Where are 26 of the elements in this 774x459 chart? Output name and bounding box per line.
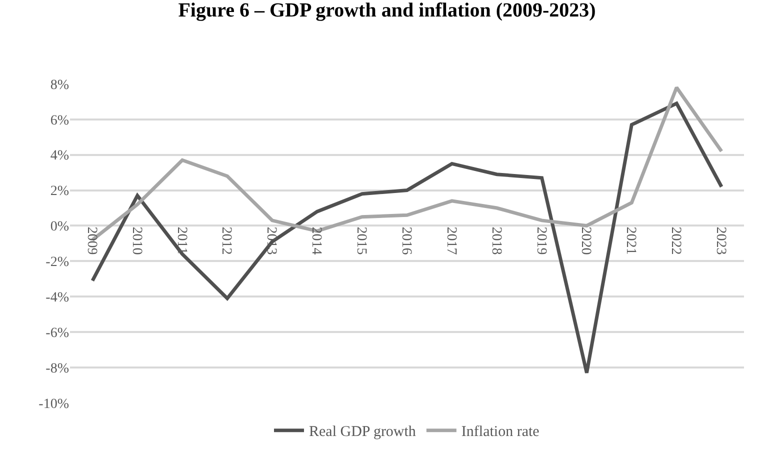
x-tick-label: 2023 <box>712 226 728 255</box>
legend-label: Real GDP growth <box>309 424 416 440</box>
y-tick-label: -8% <box>46 361 70 376</box>
y-tick-label: -2% <box>46 255 70 270</box>
x-tick-label: 2014 <box>308 226 324 255</box>
x-tick-label: 2015 <box>354 226 369 255</box>
y-tick-label: 6% <box>50 113 70 128</box>
x-tick-label: 2018 <box>488 226 504 255</box>
y-tick-label: 4% <box>50 148 70 164</box>
x-tick-label: 2012 <box>218 226 234 255</box>
legend-label: Inflation rate <box>461 424 540 440</box>
x-tick-label: 2017 <box>443 226 458 255</box>
y-tick-label: 8% <box>50 78 70 93</box>
x-tick-label: 2010 <box>128 226 144 255</box>
y-tick-label: -10% <box>38 396 70 412</box>
y-tick-label: 0% <box>50 220 70 235</box>
x-tick-label: 2022 <box>668 226 684 255</box>
x-tick-label: 2019 <box>533 226 548 255</box>
x-tick-label: 2020 <box>578 226 594 255</box>
chart-title: Figure 6 – GDP growth and inflation (2009-2023) <box>178 0 596 22</box>
y-tick-label: -6% <box>46 326 70 341</box>
x-tick-label: 2009 <box>84 226 99 255</box>
x-tick-label: 2016 <box>398 226 414 255</box>
x-tick-label: 2021 <box>623 226 638 255</box>
y-tick-label: 2% <box>50 184 70 200</box>
y-tick-label: -4% <box>46 290 70 306</box>
